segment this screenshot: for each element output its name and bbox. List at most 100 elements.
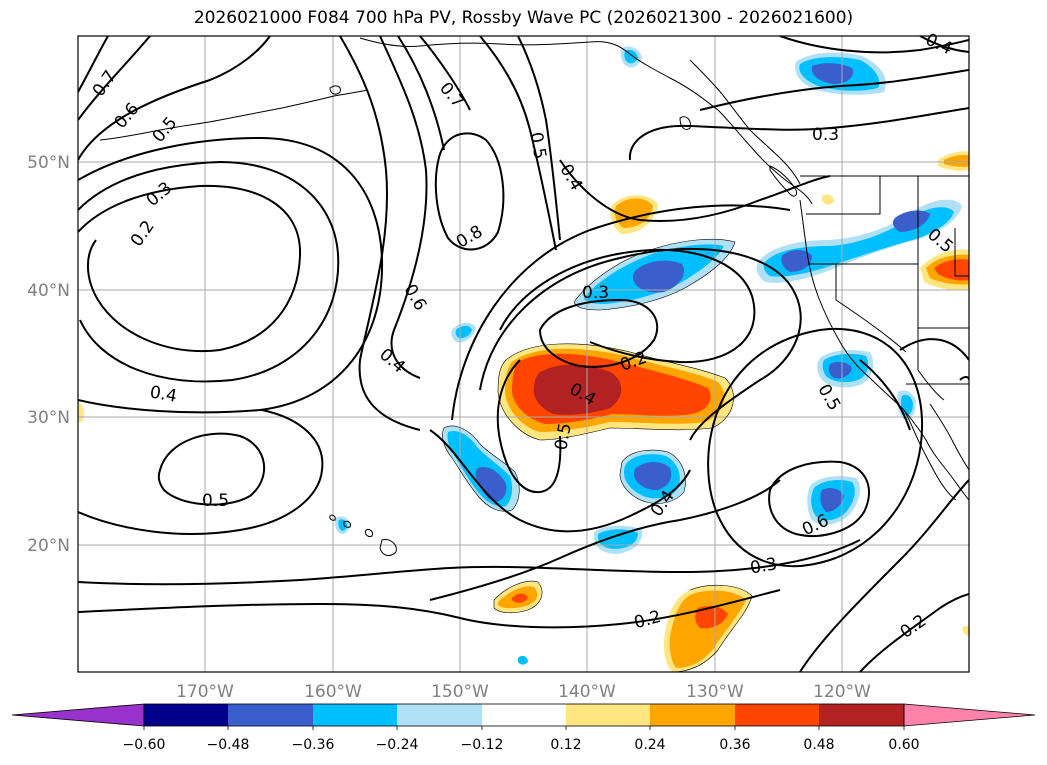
colorbar-outline: [143, 703, 905, 727]
contour-east-0.5: [859, 359, 911, 431]
lon-label-130w: 130°W: [686, 682, 744, 702]
contour-south-main: [429, 479, 781, 601]
contour-trough-0.6: [379, 36, 428, 379]
lon-label-170w: 170°W: [176, 682, 234, 702]
lon-label-150w: 150°W: [431, 682, 489, 702]
hawaii-maui: [365, 529, 373, 537]
colorbar-segment: [650, 704, 735, 726]
colorbar-extend-min: [11, 703, 145, 727]
colorbar-labels: −0.60 −0.48 −0.36 −0.24 −0.12 0.12 0.24 …: [123, 737, 920, 753]
pv-contours: [78, 36, 969, 672]
hawaii-big-island: [379, 539, 397, 556]
contour-left-0.6: [78, 36, 151, 121]
contour-inner-0.5: [157, 432, 266, 506]
negative-anomaly-8-core: [811, 63, 854, 84]
colorbar-tick-label: −0.36: [292, 737, 335, 753]
contour-south-0.4: [429, 429, 691, 533]
map-border: [77, 35, 970, 673]
gulf-of-california: [929, 403, 969, 471]
contour-trough-0.8: [434, 132, 505, 251]
state-line-nv: [835, 264, 907, 353]
contour-south-0.3: [78, 539, 861, 586]
outline-central: [497, 343, 734, 441]
contour-south-0.2: [78, 589, 781, 629]
colorbar-segment: [397, 704, 482, 726]
colorbar-segment: [313, 704, 397, 726]
contour-east-0.4: [899, 338, 969, 361]
contour-east-0.3-lower: [799, 479, 969, 672]
latitude-labels: 50°N 40°N 30°N 20°N: [27, 153, 70, 556]
positive-anomaly-south-mid: [669, 590, 746, 668]
negative-anomaly-6-mid: [598, 529, 638, 549]
positive-anomaly-sw-core: [512, 593, 528, 603]
colorbar-tick-label: −0.48: [207, 737, 250, 753]
bc-coast: [689, 59, 801, 185]
colorbar: [11, 703, 1036, 730]
alaska-coast: [359, 37, 813, 205]
contour-left-outer-0.2: [78, 184, 302, 352]
anomaly-outlines: [442, 238, 753, 672]
negative-anomaly-1-core: [632, 260, 684, 293]
lat-label-30n: 30°N: [27, 408, 70, 428]
negative-anomaly-11-mid: [338, 519, 347, 531]
hawaii-kauai: [329, 514, 336, 521]
contour-label: 0.5: [525, 131, 549, 161]
contour-trough-0.7: [419, 36, 471, 111]
state-line-ut-co: [954, 228, 969, 277]
contour-left-0.3: [78, 160, 340, 383]
state-line-wa-or: [806, 176, 881, 215]
hawaii-oahu: [343, 520, 351, 528]
contour-label: 0.3: [582, 283, 609, 303]
colorbar-segment: [144, 704, 228, 726]
contour-ridge-0.2: [538, 298, 659, 368]
lat-label-40n: 40°N: [27, 281, 70, 301]
contour-label: 0.4: [148, 382, 178, 406]
aleutians: [99, 89, 369, 141]
kodiak: [329, 85, 341, 95]
contour-east-big: [707, 327, 924, 568]
contour-label: 0.5: [551, 422, 575, 452]
contour-trough-inner: [397, 36, 445, 151]
lon-label-120w: 120°W: [813, 682, 871, 702]
lon-label-160w: 160°W: [304, 682, 362, 702]
positive-anomaly-se-small: [962, 625, 969, 637]
colorbar-tick-label: 0.48: [803, 737, 834, 753]
map-title: 2026021000 F084 700 hPa PV, Rossby Wave …: [193, 8, 854, 28]
us-west-coast: [799, 199, 969, 501]
contour-ne-0.4: [559, 159, 831, 223]
colorbar-tick-label: 0.12: [550, 737, 581, 753]
longitude-labels: 170°W 160°W 150°W 140°W 130°W 120°W: [176, 682, 871, 702]
colorbar-tick-label: 0.36: [719, 737, 750, 753]
contour-label: 0.3: [749, 554, 779, 578]
negative-anomaly-4-core: [634, 462, 672, 490]
positive-anomaly-central-core: [533, 364, 622, 415]
baja-coast: [903, 409, 957, 501]
contour-label: 0.5: [202, 491, 229, 511]
lat-label-50n: 50°N: [27, 153, 70, 173]
contour-east-loop-0.6: [768, 460, 870, 537]
colorbar-segment: [735, 704, 819, 726]
contour-ne-top: [779, 36, 969, 54]
positive-anomaly-east-core: [934, 259, 969, 281]
contour-left-0.5: [78, 36, 271, 161]
outline-sw: [493, 580, 543, 614]
negative-anomaly-2-core: [781, 210, 930, 272]
colorbar-tick-label: 0.60: [888, 737, 919, 753]
positive-anomaly-south-core: [695, 606, 728, 629]
contour-ridge-0.4: [479, 247, 802, 441]
colorbar-tick-label: −0.12: [461, 737, 504, 753]
contour-0.5-east: [517, 36, 561, 241]
contour-ridge-0.5: [451, 204, 791, 421]
contour-far-ne: [919, 36, 969, 53]
contour-trough-east: [479, 36, 557, 251]
outline-n4: [619, 449, 686, 504]
contour-east-0.2: [859, 593, 969, 672]
state-line-az: [917, 328, 945, 401]
negative-anomaly-12-mid: [624, 49, 638, 64]
colorbar-tick-label: 0.24: [634, 737, 665, 753]
colorbar-extend-max: [903, 703, 1036, 727]
contour-ne-upper: [699, 69, 969, 111]
contour-ne-0.3: [628, 107, 969, 161]
outline-n3: [442, 425, 520, 512]
